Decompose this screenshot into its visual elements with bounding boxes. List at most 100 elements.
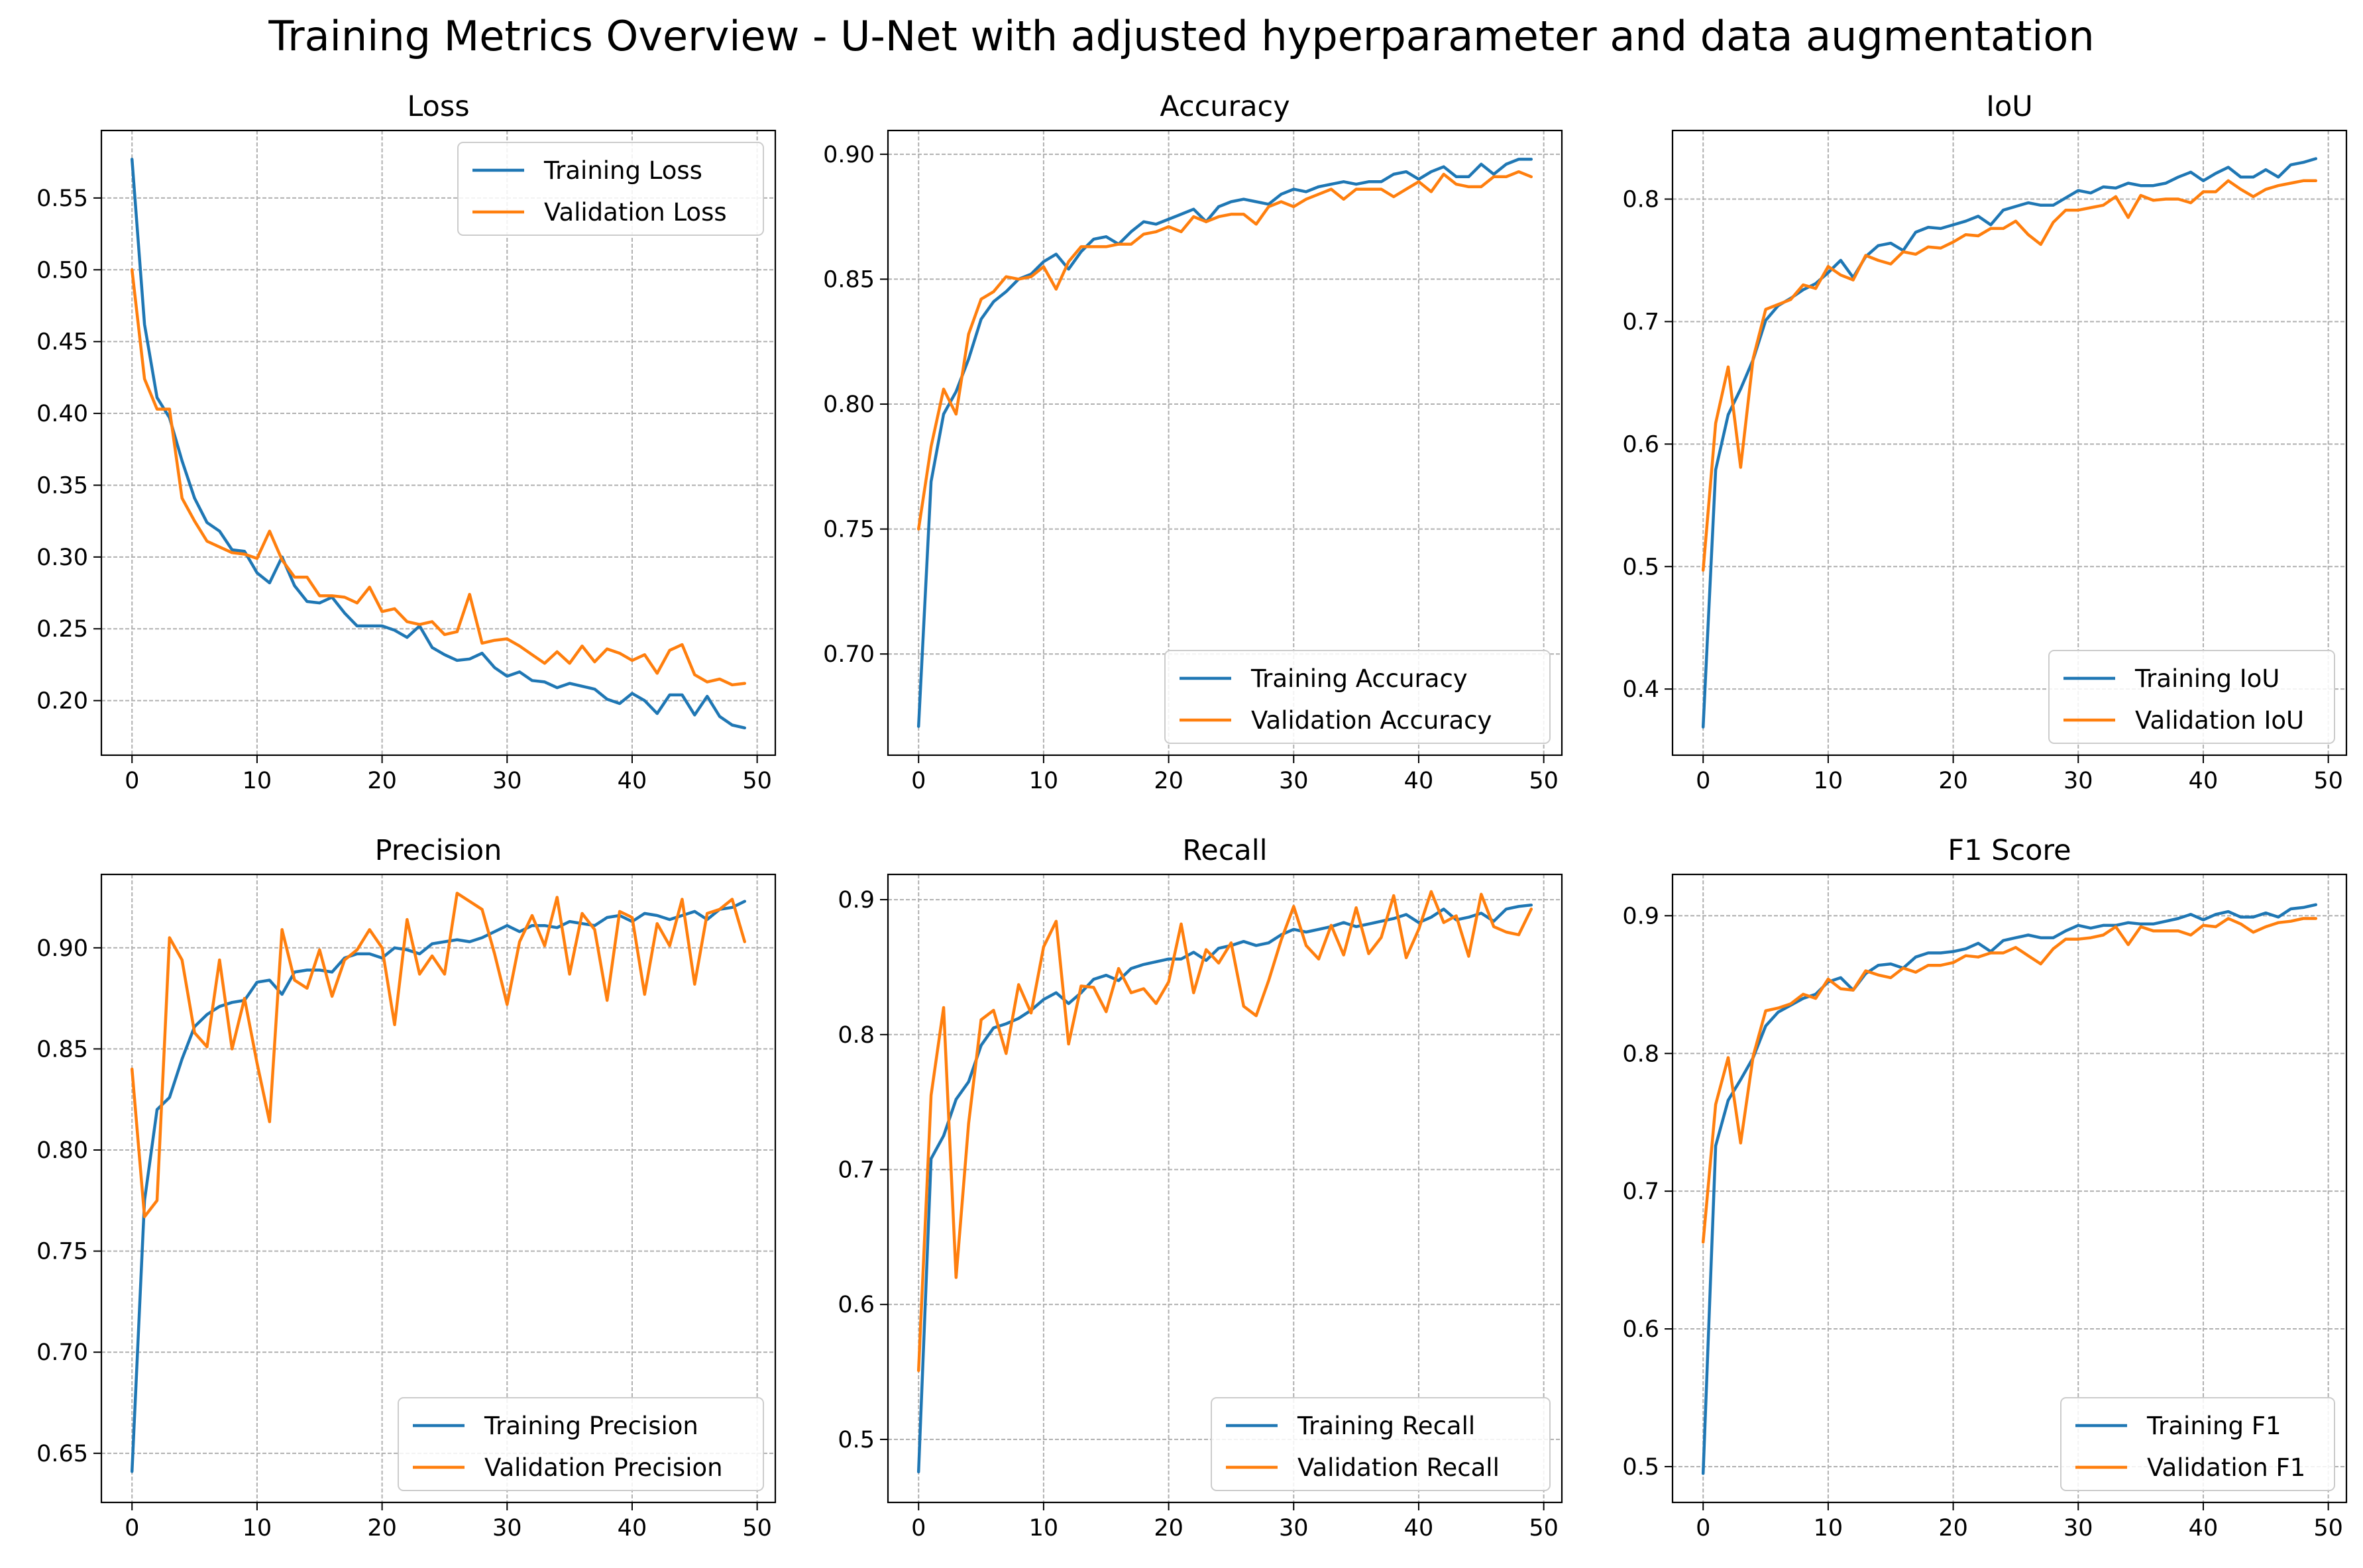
data-point bbox=[2315, 158, 2317, 160]
data-point bbox=[205, 1045, 208, 1048]
data-point bbox=[643, 700, 646, 702]
data-point bbox=[656, 914, 659, 917]
chart-5: F1 Score 0 10 20 30 40 50 0.5 0.6 0.7 0.8 0.9 Traini… bbox=[1622, 834, 2348, 1542]
data-point bbox=[2140, 184, 2142, 187]
data-point bbox=[1952, 240, 1955, 243]
data-point bbox=[2177, 198, 2179, 201]
data-point bbox=[1292, 188, 1295, 191]
data-point bbox=[930, 1157, 932, 1160]
data-point bbox=[1517, 933, 1520, 936]
y-tick-label: 0.80 bbox=[36, 1137, 88, 1164]
data-point bbox=[1292, 205, 1295, 208]
data-point bbox=[2052, 947, 2055, 950]
data-point bbox=[606, 698, 608, 700]
data-point bbox=[1467, 955, 1470, 958]
data-point bbox=[231, 549, 233, 551]
data-point bbox=[580, 912, 583, 915]
legend: Training Accuracy Validation Accuracy bbox=[1164, 650, 1551, 744]
data-point bbox=[1940, 964, 1942, 967]
data-point bbox=[406, 918, 408, 921]
data-point bbox=[1417, 180, 1420, 183]
chart-title: Loss bbox=[407, 90, 469, 123]
data-point bbox=[1739, 466, 1742, 468]
data-point bbox=[1827, 978, 1830, 980]
data-point bbox=[1305, 931, 1307, 933]
legend: Training IoU Validation IoU bbox=[2048, 650, 2335, 744]
y-tick-label: 0.8 bbox=[838, 1022, 875, 1049]
data-point bbox=[1380, 180, 1382, 183]
axes-frame bbox=[100, 129, 777, 757]
data-point bbox=[930, 445, 932, 448]
y-tick-label: 0.7 bbox=[838, 1157, 875, 1183]
data-point bbox=[2277, 184, 2280, 187]
chart-title: F1 Score bbox=[1948, 834, 2071, 867]
data-point bbox=[1940, 227, 1942, 230]
data-point bbox=[205, 1014, 208, 1016]
data-point bbox=[343, 596, 346, 599]
y-tick-label: 0.45 bbox=[36, 329, 88, 356]
data-point bbox=[693, 713, 696, 716]
data-point bbox=[1777, 303, 1779, 306]
series-line-training bbox=[916, 903, 1533, 1474]
y-tick-label: 0.5 bbox=[1622, 1454, 1659, 1481]
legend-label: Training Precision bbox=[484, 1412, 698, 1440]
data-point bbox=[1840, 976, 1842, 979]
data-point bbox=[456, 659, 459, 662]
data-point bbox=[643, 653, 646, 656]
data-point bbox=[406, 949, 408, 951]
data-point bbox=[2252, 195, 2254, 198]
data-point bbox=[1840, 259, 1842, 262]
data-point bbox=[181, 1058, 184, 1061]
data-point bbox=[2227, 910, 2230, 913]
x-tick-label: 40 bbox=[1404, 768, 1434, 794]
data-point bbox=[1217, 205, 1220, 208]
data-point bbox=[681, 643, 683, 646]
data-point bbox=[493, 666, 496, 669]
data-point bbox=[1280, 193, 1282, 195]
x-tick-label: 50 bbox=[1529, 768, 1559, 794]
data-point bbox=[1355, 925, 1358, 928]
data-point bbox=[1927, 246, 1930, 248]
data-point bbox=[1255, 201, 1258, 203]
data-point bbox=[1977, 215, 1979, 217]
data-point bbox=[431, 646, 433, 649]
data-point bbox=[1155, 223, 1158, 225]
y-tick-label: 0.20 bbox=[36, 688, 88, 715]
data-point bbox=[1814, 993, 1817, 996]
data-point bbox=[930, 480, 932, 483]
data-point bbox=[231, 551, 233, 554]
data-point bbox=[1068, 1043, 1070, 1045]
data-point bbox=[1714, 422, 1717, 425]
data-point bbox=[2127, 216, 2130, 219]
data-point bbox=[393, 629, 396, 631]
data-point bbox=[1367, 953, 1370, 955]
x-tick-label: 10 bbox=[1814, 1515, 1843, 1542]
y-tick-label: 0.9 bbox=[838, 887, 875, 914]
data-point bbox=[1355, 906, 1358, 909]
data-point bbox=[656, 712, 659, 715]
data-point bbox=[193, 497, 196, 499]
data-point bbox=[1330, 924, 1333, 927]
data-point bbox=[2140, 923, 2142, 925]
x-tick-label: 0 bbox=[125, 1515, 139, 1542]
data-point bbox=[1989, 227, 1992, 230]
y-tick-label: 0.65 bbox=[36, 1441, 88, 1467]
data-point bbox=[2152, 184, 2154, 187]
data-point bbox=[1977, 235, 1979, 237]
data-point bbox=[2089, 937, 2092, 939]
data-point bbox=[2115, 195, 2117, 198]
y-tick-label: 0.90 bbox=[823, 142, 875, 168]
data-point bbox=[368, 625, 371, 627]
x-tick-label: 0 bbox=[911, 1515, 926, 1542]
y-tick-label: 0.50 bbox=[36, 257, 88, 284]
data-point bbox=[2002, 227, 2005, 230]
data-point bbox=[1802, 997, 1804, 1000]
data-point bbox=[2164, 929, 2167, 932]
data-point bbox=[2040, 204, 2042, 207]
data-point bbox=[1105, 235, 1107, 238]
data-point bbox=[1443, 921, 1445, 924]
series-line-training bbox=[130, 158, 747, 730]
data-point bbox=[356, 601, 358, 604]
data-point bbox=[1242, 1005, 1245, 1008]
legend-label: Training F1 bbox=[2146, 1412, 2281, 1440]
